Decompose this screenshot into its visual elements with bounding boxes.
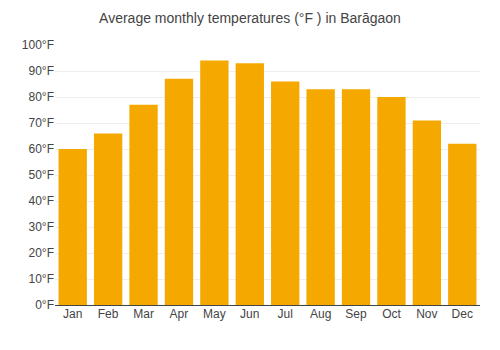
svg-text:Average monthly temperatures (: Average monthly temperatures (°F ) in Ba…: [99, 10, 401, 26]
svg-text:Feb: Feb: [98, 307, 119, 321]
svg-text:80°F: 80°F: [29, 90, 54, 104]
svg-text:40°F: 40°F: [29, 194, 54, 208]
svg-text:Jul: Jul: [278, 307, 293, 321]
svg-text:Sep: Sep: [345, 307, 367, 321]
svg-text:Jan: Jan: [63, 307, 82, 321]
svg-text:May: May: [203, 307, 226, 321]
svg-text:Mar: Mar: [133, 307, 154, 321]
svg-text:50°F: 50°F: [29, 168, 54, 182]
svg-text:70°F: 70°F: [29, 116, 54, 130]
svg-text:20°F: 20°F: [29, 246, 54, 260]
svg-text:Aug: Aug: [310, 307, 331, 321]
svg-text:Nov: Nov: [416, 307, 437, 321]
svg-text:60°F: 60°F: [29, 142, 54, 156]
svg-text:Apr: Apr: [170, 307, 189, 321]
svg-text:Oct: Oct: [382, 307, 401, 321]
svg-text:100°F: 100°F: [22, 38, 54, 52]
svg-text:30°F: 30°F: [29, 220, 54, 234]
svg-text:0°F: 0°F: [35, 298, 54, 312]
svg-text:10°F: 10°F: [29, 272, 54, 286]
svg-text:Dec: Dec: [452, 307, 473, 321]
svg-text:Jun: Jun: [240, 307, 259, 321]
svg-text:90°F: 90°F: [29, 64, 54, 78]
